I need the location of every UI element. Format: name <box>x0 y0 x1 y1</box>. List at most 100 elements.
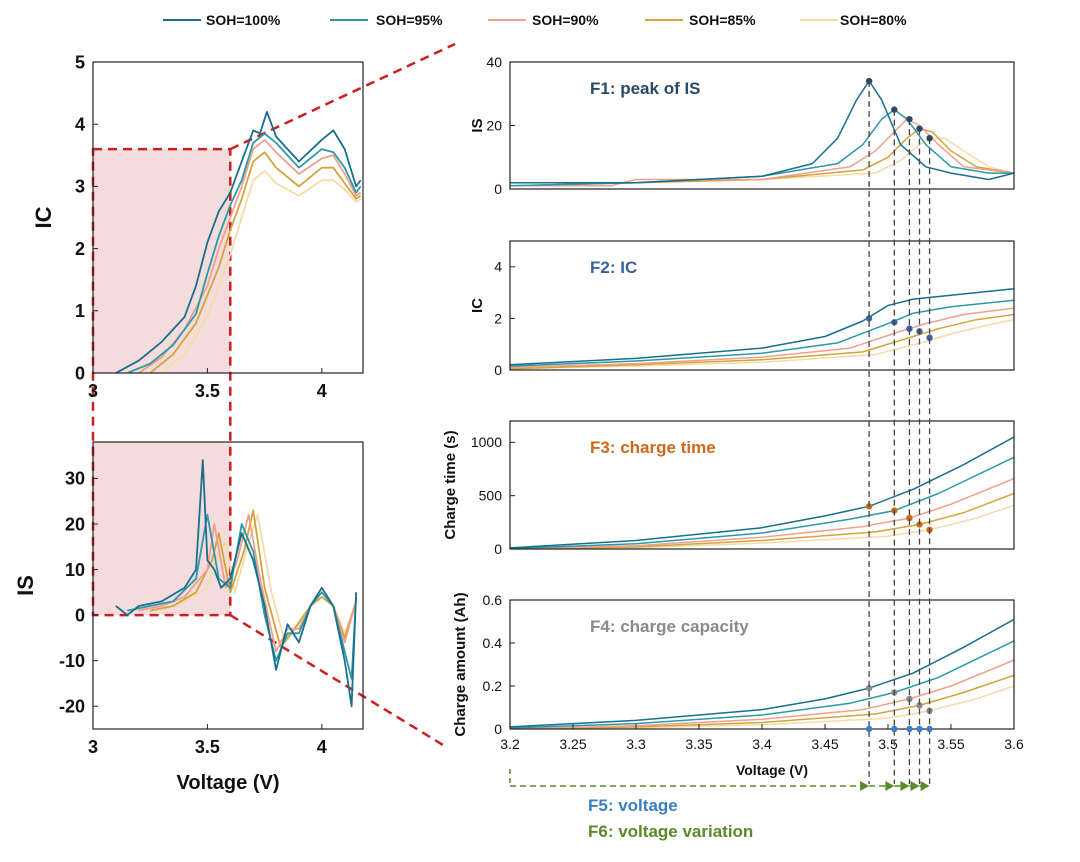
zoom-fill-top <box>93 149 231 373</box>
y-tick-label: 4 <box>494 259 502 275</box>
series-line-soh-80 <box>510 318 1014 370</box>
x-tick-label: 4 <box>317 737 327 757</box>
x-tick-label: 3.25 <box>559 736 586 752</box>
x-tick-label: 3.4 <box>752 736 772 752</box>
legend-label: SOH=95% <box>376 12 443 28</box>
series-line-soh-85 <box>510 127 1014 187</box>
y-axis-label: IS <box>13 575 38 596</box>
series-line-soh-90 <box>510 307 1014 369</box>
zoom-box <box>91 147 232 617</box>
y-tick-label: 10 <box>65 560 85 580</box>
y-tick-label: 4 <box>75 115 85 135</box>
zoom-highlight <box>91 42 456 747</box>
y-tick-label: 1 <box>75 301 85 321</box>
variation-arrow-head <box>860 781 870 791</box>
x-tick-label: 3.5 <box>195 381 220 401</box>
x-tick-label: 3.2 <box>500 736 520 752</box>
panel-title: F2: IC <box>590 258 637 277</box>
voltage-marker <box>926 725 933 733</box>
y-tick-label: 0 <box>494 181 502 197</box>
voltage-guides <box>865 81 933 784</box>
series-line-soh-95 <box>510 299 1014 367</box>
x-tick-label: 3.5 <box>878 736 898 752</box>
x-axis-label: Voltage (V) <box>177 772 280 794</box>
series-line-soh-100 <box>510 287 1014 366</box>
series-line-soh-80 <box>161 169 362 373</box>
legend-label: SOH=80% <box>840 12 907 28</box>
panel-title: F1: peak of IS <box>590 79 701 98</box>
zoom-connector-top <box>229 42 456 151</box>
series-line-soh-85 <box>510 313 1014 370</box>
series-line-soh-85 <box>150 509 357 648</box>
series-line-soh-95 <box>510 108 1014 187</box>
y-tick-label: 0 <box>75 605 85 625</box>
y-tick-label: 40 <box>486 54 502 70</box>
plot-frame <box>509 420 1015 550</box>
y-tick-label: 0 <box>75 363 85 383</box>
plot-frame <box>92 441 364 730</box>
y-tick-label: 5 <box>75 52 85 72</box>
y-tick-label: 0.4 <box>483 635 503 651</box>
series-line-soh-100 <box>115 459 357 708</box>
legend-label: SOH=85% <box>689 12 756 28</box>
x-tick-label: 3.45 <box>811 736 838 752</box>
y-tick-label: -20 <box>59 697 85 717</box>
y-tick-label: 0.2 <box>483 678 503 694</box>
feature-marker <box>916 702 923 709</box>
series-line-soh-95 <box>126 132 362 373</box>
feature-marker <box>865 315 873 322</box>
panel-left-is: -20 -10 0 10 20 30 3 3.5 4 IS Voltage (V) <box>13 441 364 794</box>
panel-f3-time: 0 500 1000 Charge time (s) F3: charge time <box>442 420 1015 557</box>
y-axis-label: Charge amount (Ah) <box>452 592 469 736</box>
variation-arrow-head <box>900 781 910 791</box>
feature-marker <box>926 334 933 341</box>
variation-arrow-head <box>885 781 895 791</box>
x-tick-label: 3 <box>88 381 98 401</box>
f5-label: F5: voltage <box>588 796 678 815</box>
plot-frame <box>509 240 1015 371</box>
series-line-soh-90 <box>138 138 362 373</box>
series-line-soh-80 <box>510 504 1014 549</box>
x-tick-label: 3 <box>88 737 98 757</box>
y-tick-label: 0 <box>494 362 502 378</box>
voltage-marker <box>865 725 873 733</box>
plot-frame <box>92 61 364 374</box>
panel-left-ic: 0 1 2 3 4 5 3 3.5 4 IC <box>31 52 364 401</box>
panel-f1-is: 0 20 40 IS F1: peak of IS <box>469 54 1015 197</box>
x-tick-label: 3.6 <box>1004 736 1024 752</box>
series-line-soh-90 <box>510 659 1014 729</box>
annotations: F5: voltage F6: voltage variation <box>509 769 930 841</box>
series-line-soh-95 <box>510 456 1014 549</box>
series-line-soh-85 <box>149 151 362 373</box>
series-line-soh-85 <box>510 674 1014 729</box>
y-axis-label: IS <box>469 118 486 132</box>
y-tick-label: 2 <box>494 310 502 326</box>
x-tick-label: 3.35 <box>685 736 712 752</box>
series-line-soh-100 <box>510 80 1014 184</box>
f6-label: F6: voltage variation <box>588 822 753 841</box>
zoom-connector-bottom <box>229 614 444 747</box>
voltage-marker <box>891 725 898 733</box>
x-axis-label: Voltage (V) <box>736 762 808 778</box>
series-line-soh-100 <box>510 436 1014 549</box>
x-tick-label: 4 <box>317 381 327 401</box>
feature-marker <box>906 695 913 703</box>
feature-marker <box>906 514 913 522</box>
y-tick-label: 20 <box>65 514 85 534</box>
panel-title: F4: charge capacity <box>590 617 749 636</box>
y-tick-label: 500 <box>479 488 503 504</box>
y-tick-label: 1000 <box>471 434 502 450</box>
variation-arrow-head <box>910 781 920 791</box>
series-line-soh-95 <box>510 640 1014 729</box>
series-line-soh-100 <box>510 618 1014 728</box>
y-tick-label: 20 <box>486 117 502 133</box>
y-axis-label: Charge time (s) <box>442 430 459 539</box>
y-tick-label: 30 <box>65 469 85 489</box>
x-tick-label: 3.3 <box>626 736 646 752</box>
y-tick-label: 3 <box>75 177 85 197</box>
y-tick-label: 0 <box>494 541 502 557</box>
legend: SOH=100% SOH=95% SOH=90% SOH=85% SOH=80% <box>163 12 907 28</box>
y-axis-label: IC <box>31 206 56 228</box>
